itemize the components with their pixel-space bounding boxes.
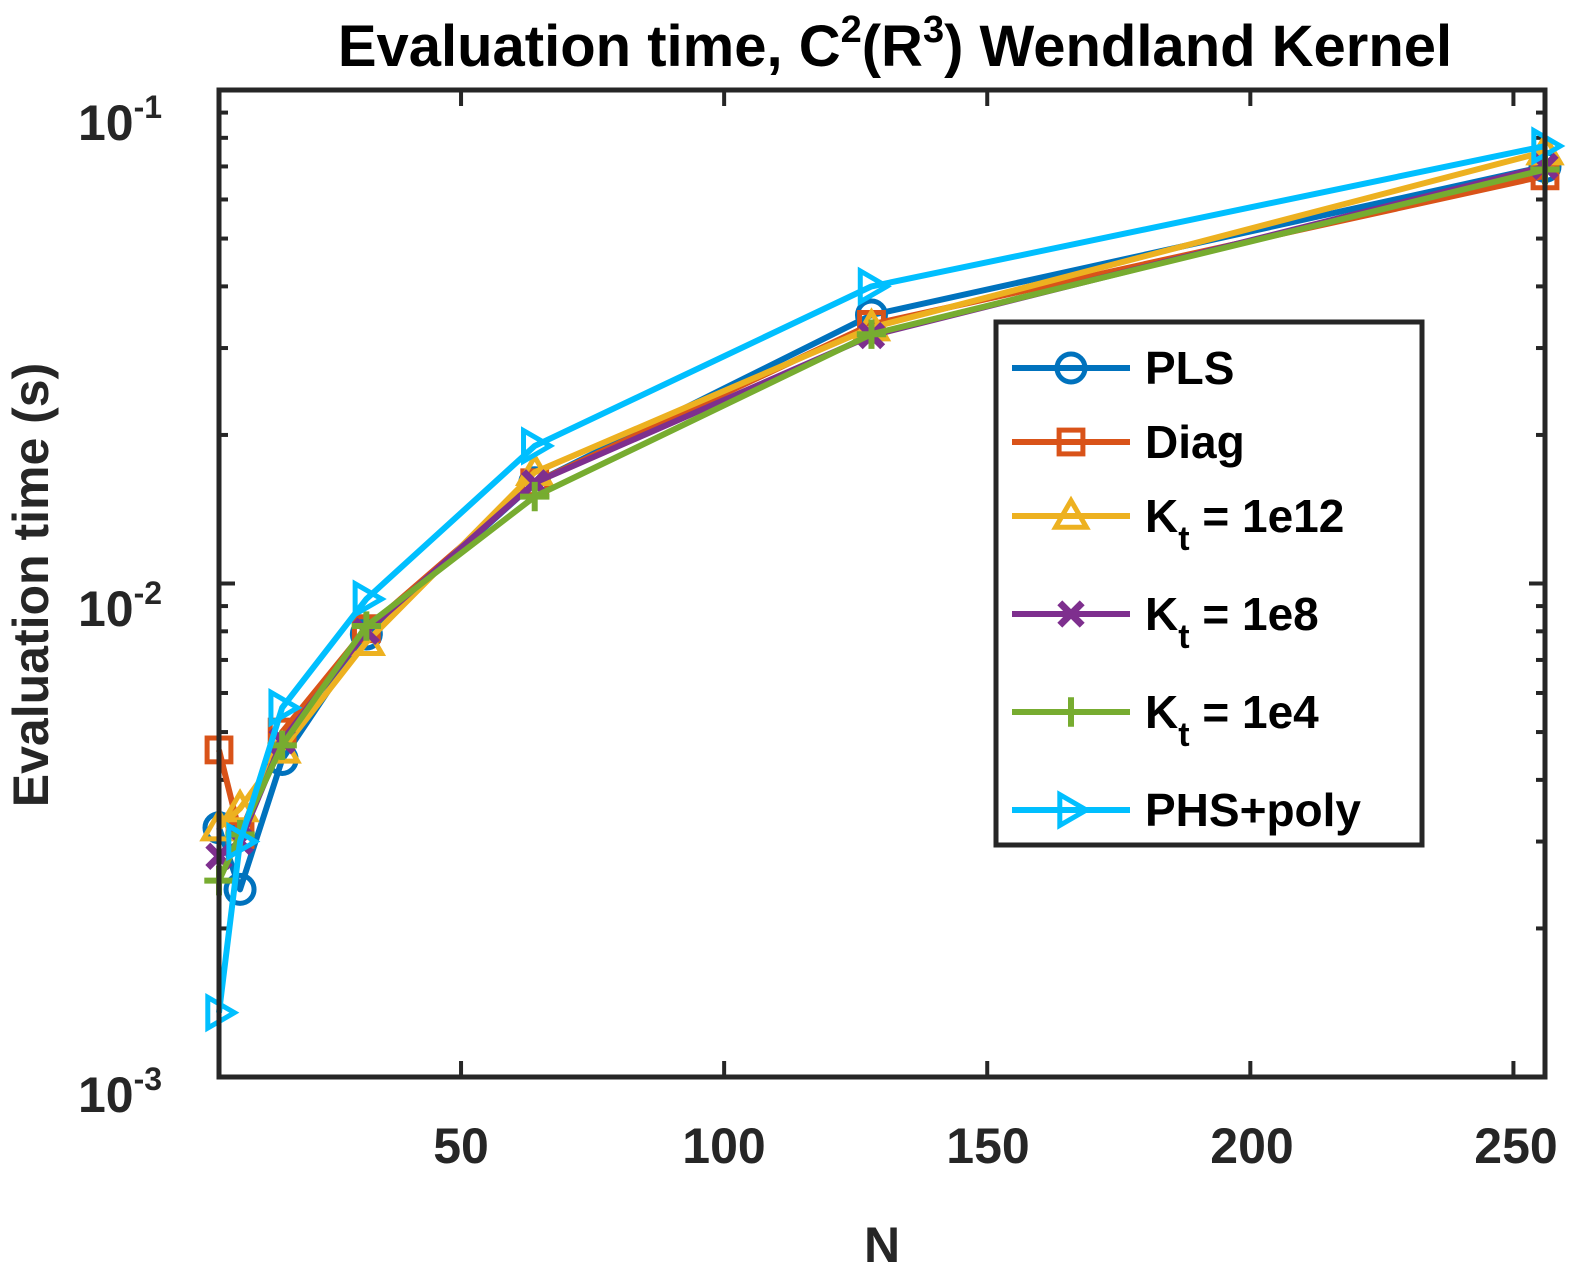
title-sup-1: 2 (841, 9, 862, 51)
title-sup-2: 3 (923, 9, 944, 51)
y-tick-label: 10-2 (78, 575, 162, 637)
title-prefix: Evaluation time, C (338, 14, 841, 79)
data-point (1057, 790, 1092, 830)
data-point (352, 579, 387, 619)
legend-entry (1012, 351, 1130, 385)
x-tick-label: 250 (1474, 1118, 1557, 1174)
legend-entry (1012, 697, 1130, 727)
axes-box (216, 87, 1548, 1080)
data-point (1057, 600, 1085, 628)
legend-label: Kt = 1e8 (1145, 588, 1319, 656)
data-point (1054, 351, 1088, 385)
data-point (521, 426, 556, 466)
x-tick-label: 100 (682, 1118, 765, 1174)
series-line (216, 143, 1546, 1014)
data-point (268, 688, 303, 728)
series-layer (199, 126, 1566, 1033)
data-point (1056, 697, 1086, 727)
x-tick-label: 150 (946, 1118, 1029, 1174)
x-tick-label: 50 (433, 1118, 489, 1174)
legend-label: Kt = 1e4 (1145, 686, 1319, 754)
data-point (1051, 495, 1091, 530)
y-tick-label: 10-3 (78, 1061, 162, 1123)
title-suffix: ) Wendland Kernel (944, 14, 1452, 79)
data-point (857, 266, 892, 307)
legend-box (993, 319, 1425, 848)
legend-label: PLS (1145, 342, 1234, 394)
data-point (226, 821, 261, 862)
legend-entry (1012, 427, 1130, 457)
x-axis-label: N (864, 1217, 900, 1270)
data-point (520, 481, 550, 512)
y-axis-label: Evaluation time (s) (3, 363, 59, 808)
legend-entry (1012, 600, 1130, 628)
title-mid: (R (862, 14, 923, 79)
data-point (220, 788, 260, 823)
data-point (223, 872, 257, 906)
legend-label: Diag (1145, 416, 1245, 468)
x-tick-labels: 50 100 150 200 250 (433, 1118, 1558, 1174)
data-point (856, 319, 887, 349)
data-point (1056, 427, 1086, 457)
x-tick-label: 200 (1210, 1118, 1293, 1174)
legend-entry (1012, 790, 1130, 830)
legend-label: PHS+poly (1145, 784, 1361, 836)
chart-title: Evaluation time, C2(R3) Wendland Kernel (338, 9, 1452, 79)
y-tick-label: 10-1 (78, 89, 162, 151)
y-tick-labels: 10-3 10-2 10-1 (78, 89, 162, 1123)
legend-label: Kt = 1e12 (1145, 490, 1344, 558)
legend: PLS Diag Kt = 1e12 Kt = 1e8 Kt = 1e4 PHS… (993, 319, 1425, 848)
legend-entry (1012, 495, 1130, 530)
legend-entries (1012, 351, 1130, 830)
data-point (351, 611, 382, 641)
